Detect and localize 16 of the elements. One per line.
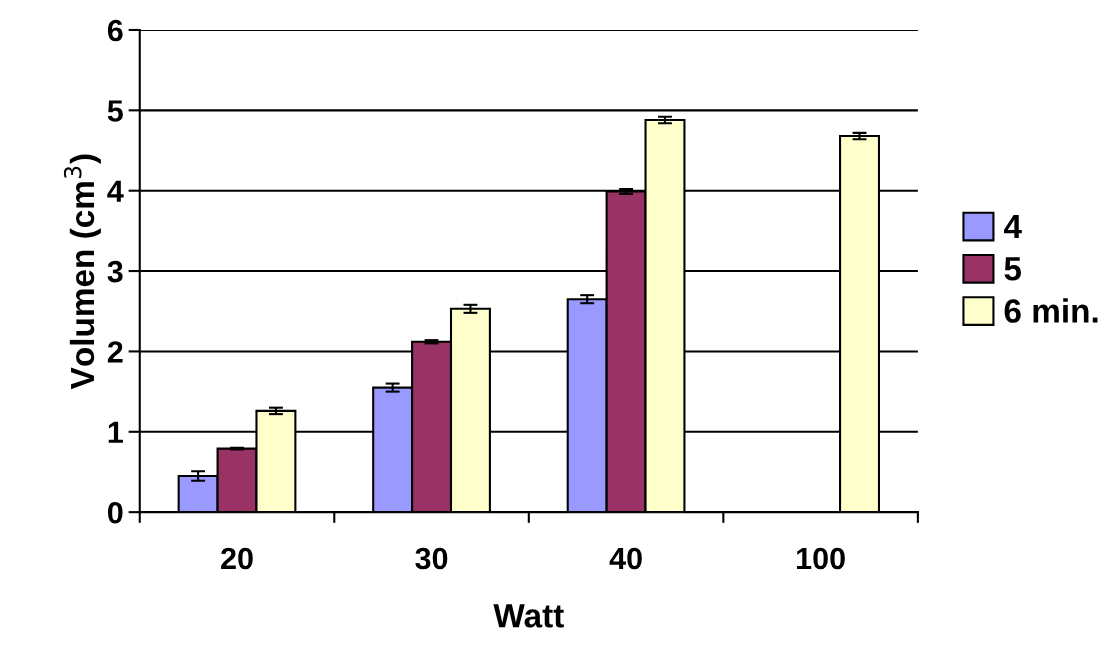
x-tick-label: 30 (415, 547, 448, 570)
y-tick-label: 1 (108, 421, 123, 443)
y-tick-label: 3 (107, 260, 123, 283)
legend-label: 6 min. (1004, 298, 1098, 323)
legend-label: 4 (1003, 215, 1022, 239)
x-tick-label: 20 (221, 547, 253, 570)
y-tick-label: 6 (107, 19, 123, 42)
y-tick-label: 2 (107, 341, 123, 363)
y-tick-label: 4 (107, 180, 124, 202)
y-tick-label: 5 (107, 100, 123, 122)
legend-label: 5 (1004, 257, 1022, 281)
y-tick-label: 0 (107, 501, 123, 524)
x-tick-label: 100 (797, 547, 845, 570)
x-tick-label: 40 (609, 547, 642, 570)
x-axis-title: Watt (493, 604, 564, 628)
y-axis-title: Volumen (cm$^{3}$) (63, 154, 101, 390)
